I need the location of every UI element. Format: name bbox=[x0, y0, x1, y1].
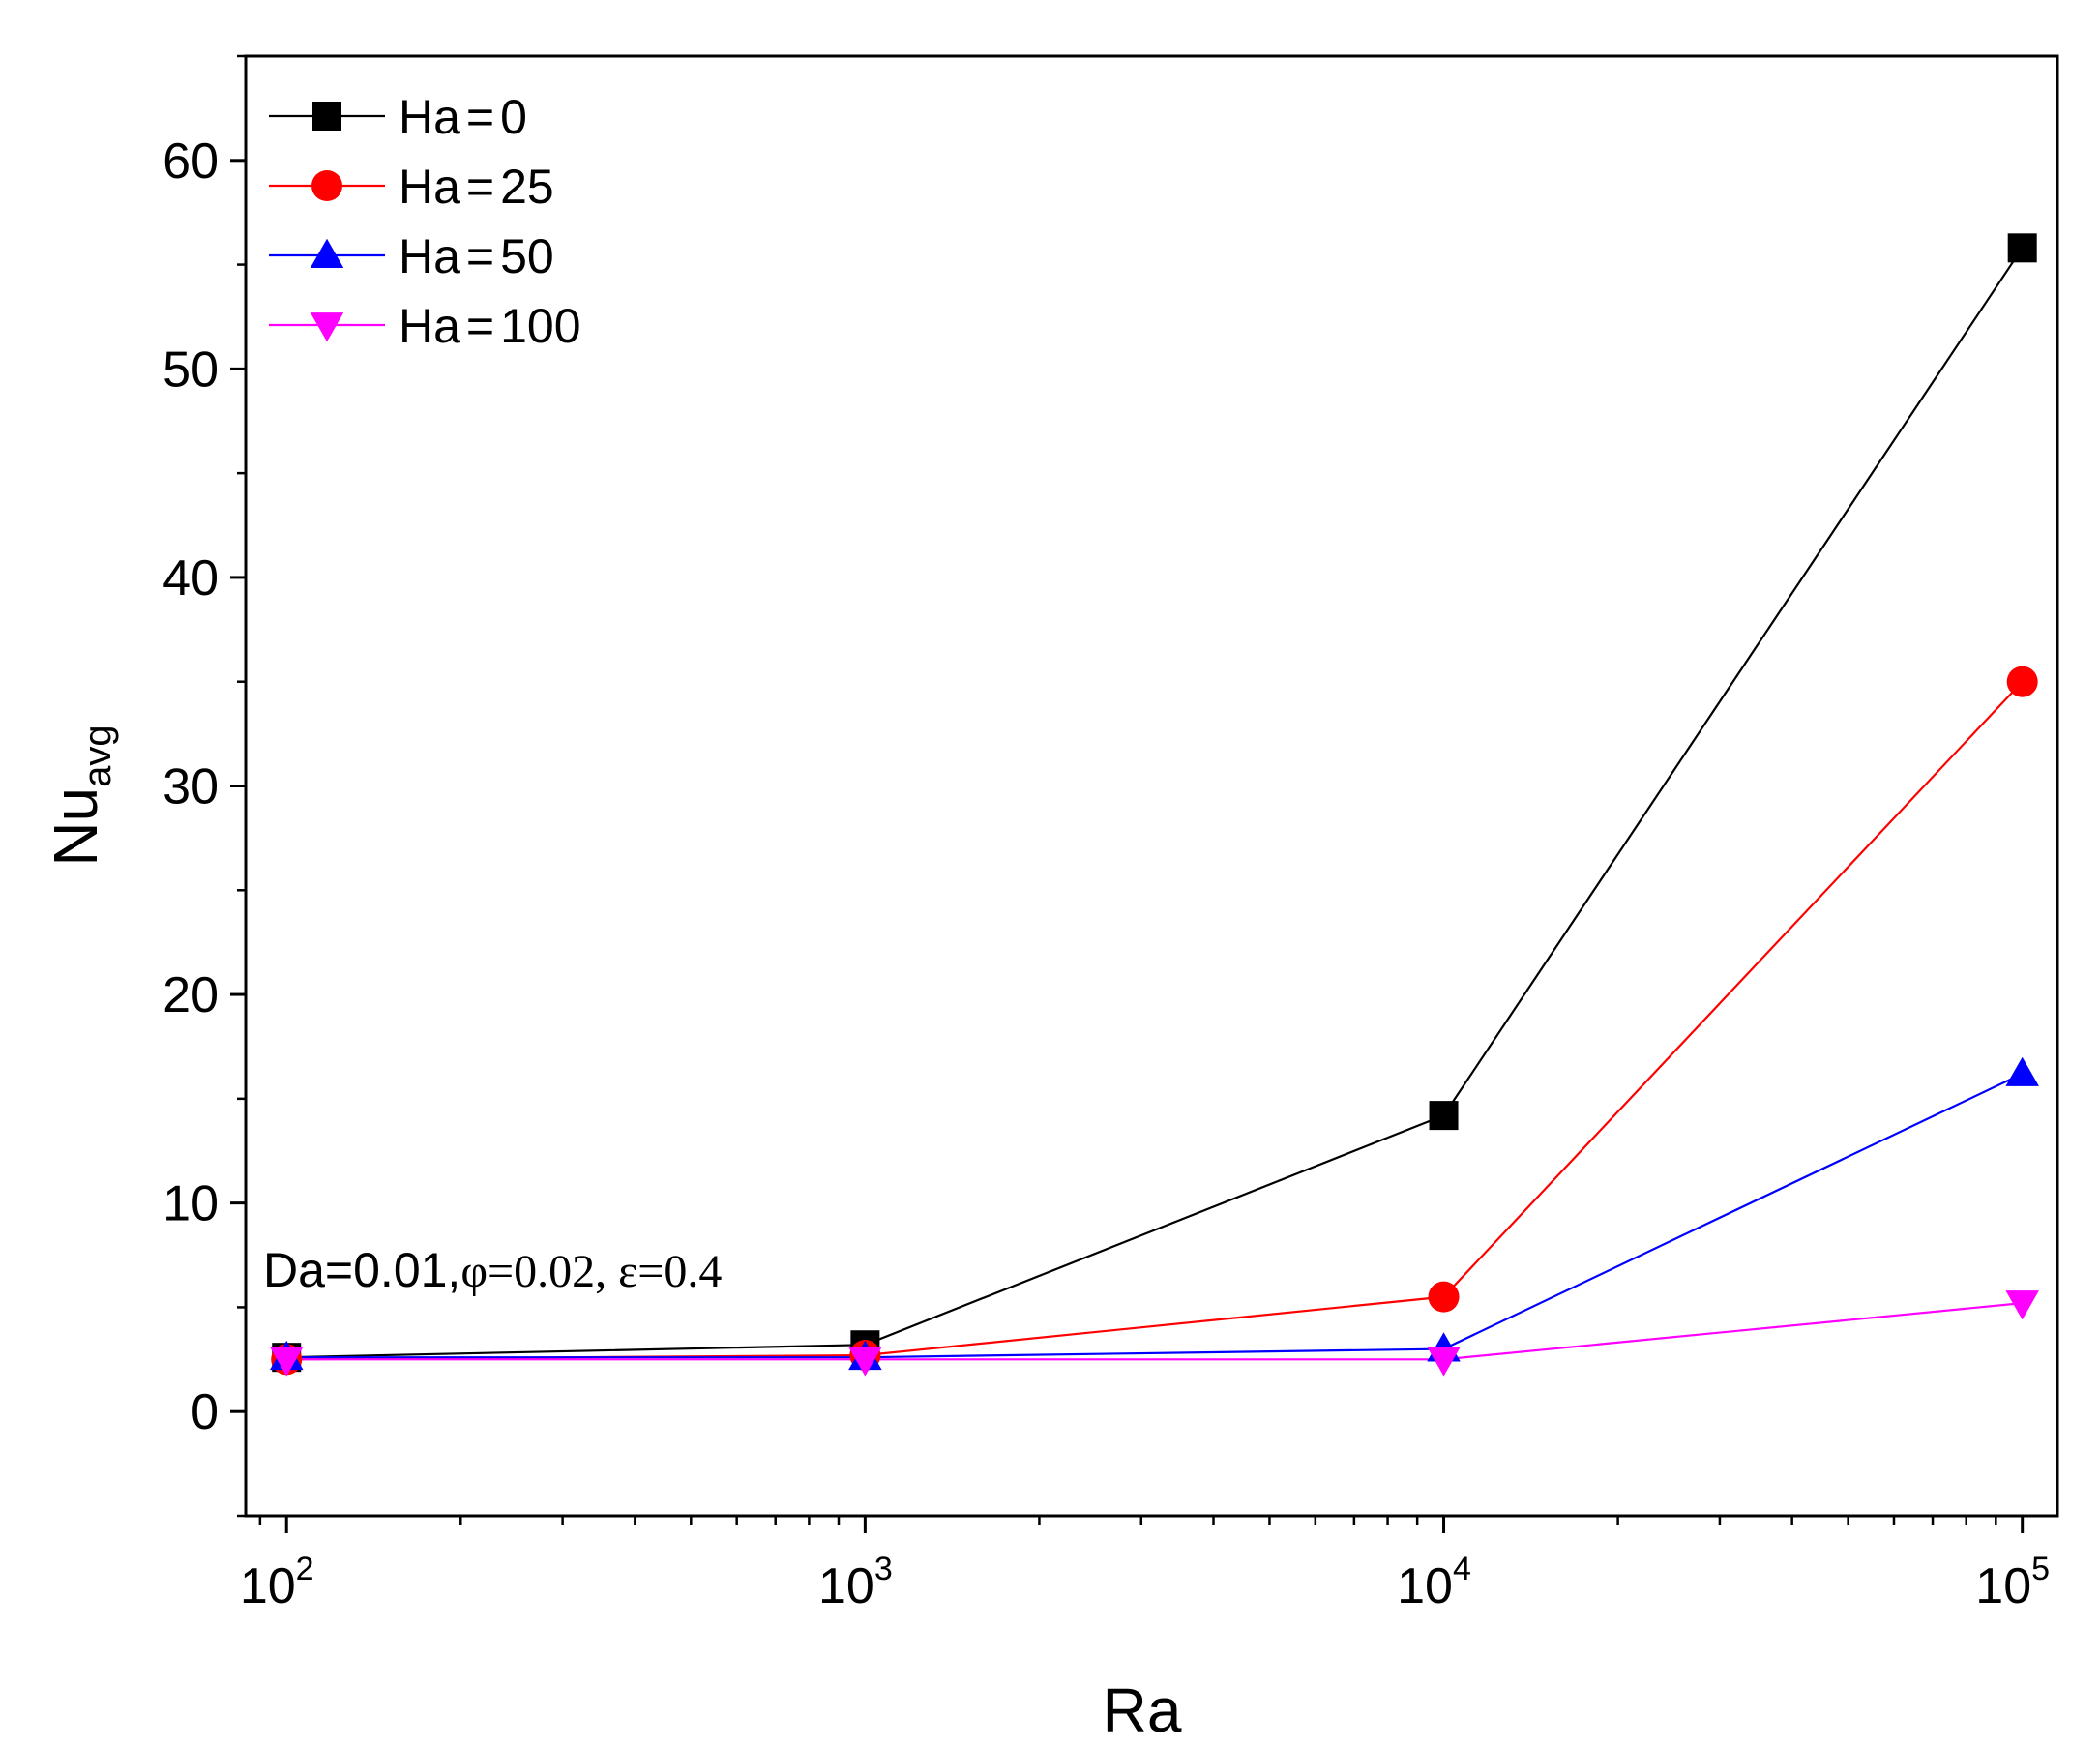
legend-label-value: 0 bbox=[500, 90, 527, 144]
y-tick-label: 50 bbox=[163, 341, 219, 398]
data-point-ha-0 bbox=[1429, 1101, 1459, 1131]
x-tick-label-exponent: 5 bbox=[2031, 1551, 2050, 1587]
y-tick-labels: 0 10 20 30 40 50 60 bbox=[163, 133, 219, 1440]
data-point-ha-0 bbox=[2007, 233, 2037, 263]
parameter-annotation: Da=0.01,φ=0.02, ε=0.4 bbox=[263, 1243, 722, 1297]
series-line-0 bbox=[286, 247, 2024, 1359]
legend-marker-ha-100 bbox=[310, 312, 344, 342]
annotation-da: Da=0.01, bbox=[263, 1243, 460, 1297]
x-tick-label-exponent: 2 bbox=[296, 1551, 314, 1587]
legend-label-ha-0: Ha = 0 bbox=[399, 90, 527, 144]
x-tick-labels: 102 103 104 105 bbox=[240, 1551, 2050, 1614]
data-point-ha-100 bbox=[1427, 1347, 1461, 1377]
data-point-ha-100 bbox=[848, 1347, 882, 1377]
legend-marker-ha-25 bbox=[311, 170, 342, 201]
data-point-ha-100 bbox=[2005, 1290, 2039, 1320]
y-axis-title-main: Nu bbox=[41, 787, 110, 867]
legend-label-equals: = bbox=[466, 90, 494, 144]
data-point-ha-25 bbox=[1428, 1281, 1460, 1313]
legend-label-equals: = bbox=[466, 229, 494, 283]
x-tick-label-base: 10 bbox=[818, 1558, 874, 1614]
y-tick-label: 20 bbox=[163, 967, 219, 1023]
x-tick-label-base: 10 bbox=[1975, 1558, 2031, 1614]
legend-label-prefix: Ha bbox=[399, 229, 460, 283]
data-point-ha-100 bbox=[269, 1347, 304, 1377]
y-axis-title: Nuavg bbox=[41, 725, 119, 866]
legend-label-ha-50: Ha = 50 bbox=[399, 229, 554, 283]
series-markers bbox=[269, 233, 2039, 1377]
series-line-50 bbox=[286, 1072, 2024, 1359]
legend-label-value: 100 bbox=[500, 299, 580, 353]
legend-label-prefix: Ha bbox=[399, 299, 460, 353]
legend-marker-ha-50 bbox=[310, 238, 344, 268]
y-tick-label: 40 bbox=[163, 550, 219, 607]
x-tick-label: 102 bbox=[240, 1551, 314, 1614]
legend-label-value: 50 bbox=[500, 229, 554, 283]
y-tick-label: 60 bbox=[163, 133, 219, 190]
legend-label-prefix: Ha bbox=[399, 160, 460, 214]
series-lines bbox=[286, 247, 2024, 1361]
x-tick-label-base: 10 bbox=[240, 1558, 296, 1614]
y-tick-label: 30 bbox=[163, 759, 219, 815]
data-point-ha-25 bbox=[2006, 666, 2038, 697]
x-tick-label: 103 bbox=[818, 1551, 893, 1614]
y-tick-label: 10 bbox=[163, 1176, 219, 1232]
minor-ticks bbox=[237, 54, 1997, 1525]
x-tick-label-exponent: 3 bbox=[874, 1551, 893, 1587]
series-line-100 bbox=[286, 1302, 2023, 1361]
legend-label-ha-100: Ha = 100 bbox=[399, 299, 581, 353]
legend-label-equals: = bbox=[466, 299, 494, 353]
legend-marker-ha-0 bbox=[312, 102, 341, 131]
legend-label-equals: = bbox=[466, 160, 494, 214]
y-axis-title-subscript: avg bbox=[76, 725, 119, 787]
legend-label-prefix: Ha bbox=[399, 90, 460, 144]
legend-label-value: 25 bbox=[500, 160, 554, 214]
x-tick-label: 105 bbox=[1975, 1551, 2050, 1614]
x-axis-title: Ra bbox=[1103, 1675, 1182, 1745]
x-tick-label: 104 bbox=[1397, 1551, 1471, 1614]
data-point-ha-50 bbox=[2005, 1056, 2039, 1086]
major-ticks bbox=[230, 159, 2025, 1533]
x-tick-label-exponent: 4 bbox=[1453, 1551, 1471, 1587]
plot-frame bbox=[244, 54, 2059, 1518]
legend-label-ha-25: Ha = 25 bbox=[399, 160, 554, 214]
annotation-phi-eps: φ=0.02, ε=0.4 bbox=[460, 1246, 722, 1297]
y-tick-label: 0 bbox=[191, 1384, 219, 1440]
x-tick-label-base: 10 bbox=[1397, 1558, 1453, 1614]
